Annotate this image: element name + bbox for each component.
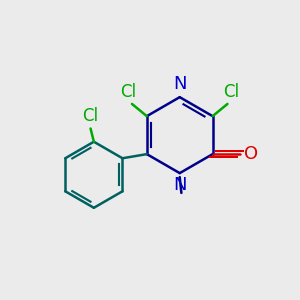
- Text: Cl: Cl: [82, 107, 99, 125]
- Text: N: N: [173, 75, 187, 93]
- Text: Cl: Cl: [223, 83, 239, 101]
- Text: Cl: Cl: [121, 83, 137, 101]
- Text: O: O: [244, 145, 258, 163]
- Text: N: N: [173, 176, 187, 194]
